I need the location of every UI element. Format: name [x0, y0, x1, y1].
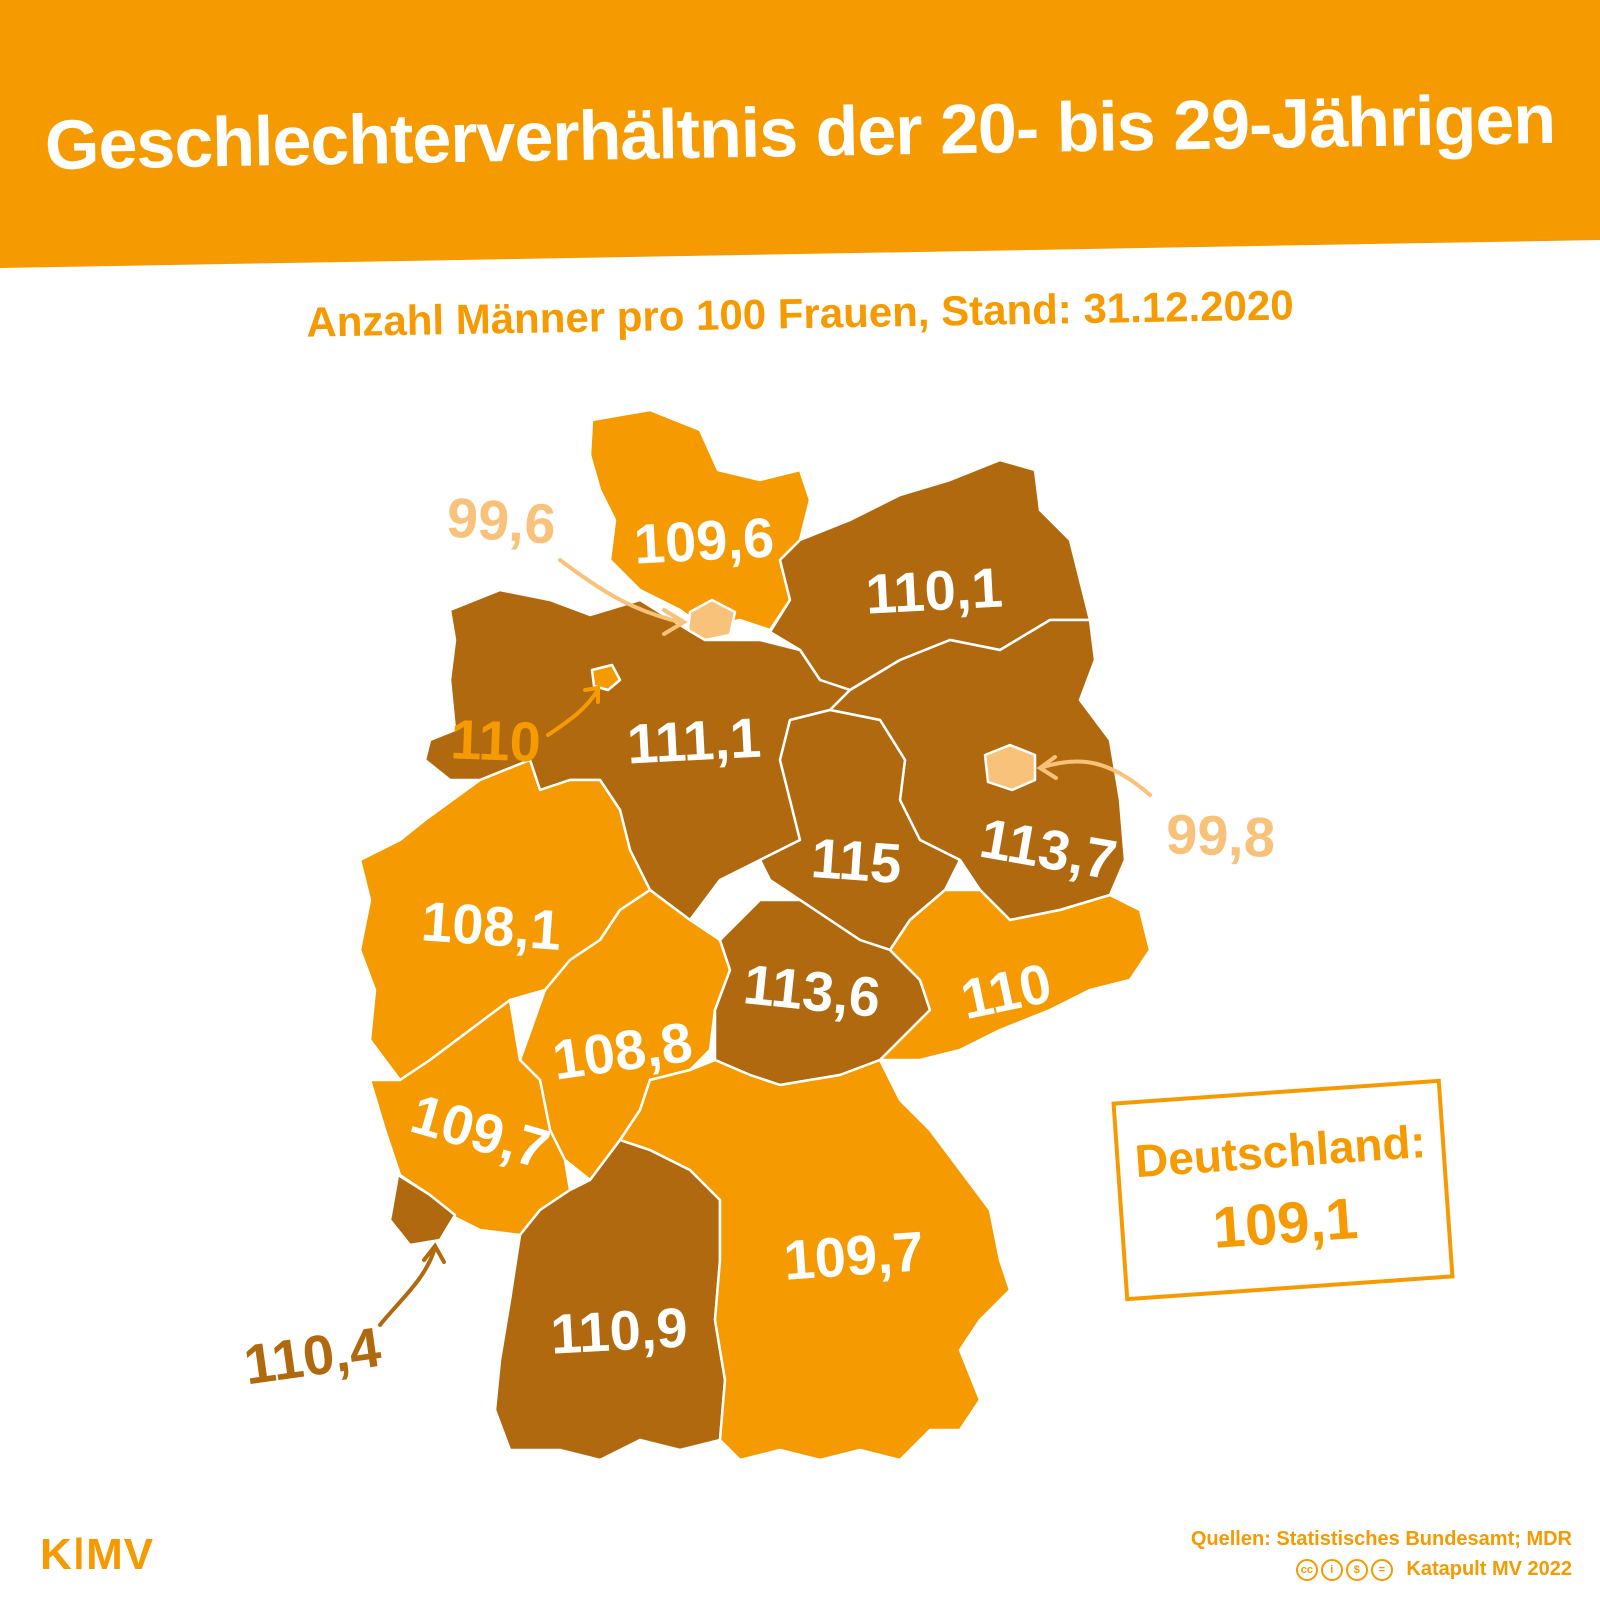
region-sachsen: [878, 888, 1152, 1062]
label-nordrhein-westfalen: 108,1: [419, 889, 563, 962]
credit-line: Katapult MV 2022: [1406, 1558, 1572, 1580]
label-baden-wuerttemberg: 110,9: [549, 1295, 689, 1365]
label-hamburg: 99,6: [445, 485, 558, 555]
by-icon: i: [1320, 1558, 1343, 1581]
label-thueringen: 113,6: [741, 952, 884, 1029]
region-berlin: [983, 743, 1037, 792]
label-niedersachsen: 111,1: [625, 706, 762, 776]
label-saarland: 110,4: [240, 1315, 384, 1396]
region-niedersachsen: [423, 588, 852, 922]
region-bremen: [590, 663, 622, 692]
label-mecklenburg-vorpommern: 110,1: [864, 555, 1004, 625]
cc-icon: cc: [1295, 1558, 1318, 1581]
nd-icon: =: [1370, 1558, 1393, 1581]
source-footer: Quellen: Statistisches Bundesamt; MDR cc…: [1191, 1524, 1572, 1584]
license-icons: cc i $ =: [1293, 1554, 1393, 1584]
source-line: Quellen: Statistisches Bundesamt; MDR: [1190, 1528, 1572, 1550]
hamburg-arrow: [558, 558, 688, 636]
berlin-arrow: [1036, 755, 1152, 797]
credit-row: cc i $ = Katapult MV 2022: [1191, 1554, 1572, 1584]
germany-total-box: Deutschland: 109,1: [1111, 1078, 1455, 1302]
nc-icon: $: [1345, 1558, 1368, 1581]
label-bayern: 109,7: [782, 1219, 926, 1292]
title-band: [0, 0, 1600, 268]
label-bremen: 110: [449, 707, 541, 773]
katapult-mv-logo: KǀMV: [40, 1530, 155, 1579]
region-bayern: [618, 1058, 1012, 1462]
total-value: 109,1: [1210, 1185, 1361, 1261]
label-sachsen-anhalt: 115: [809, 826, 904, 895]
region-saarland: [388, 1173, 457, 1247]
label-berlin: 99,8: [1165, 802, 1276, 869]
bremen-arrow: [546, 685, 600, 737]
label-schleswig-holstein: 109,6: [632, 505, 775, 575]
total-label: Deutschland:: [1133, 1114, 1428, 1188]
saarland-arrow: [378, 1242, 446, 1327]
